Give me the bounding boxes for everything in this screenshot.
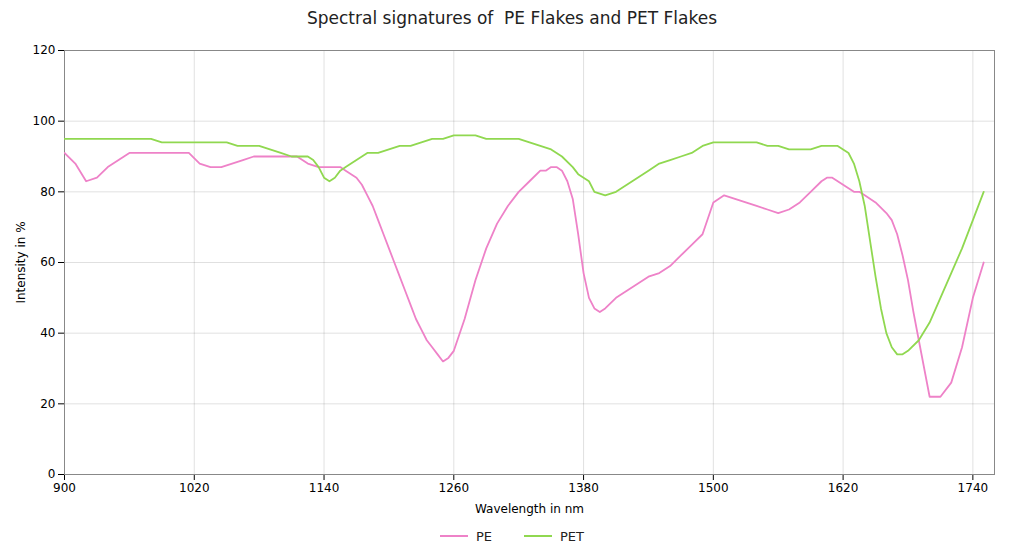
svg-text:1380: 1380 <box>568 481 599 495</box>
svg-text:80: 80 <box>40 185 55 199</box>
html-text:Spectral signatures of PE Flak: Spectral signatures of PE Flakes and PET… <box>307 8 717 28</box>
svg-text:0: 0 <box>48 467 56 481</box>
svg-text:1740: 1740 <box>958 481 989 495</box>
svg-text:40: 40 <box>40 326 55 340</box>
svg-text:1260: 1260 <box>439 481 470 495</box>
svg-text:20: 20 <box>40 397 55 411</box>
svg-text:Intensity in %: Intensity in % <box>14 221 28 303</box>
svg-text:60: 60 <box>40 255 55 269</box>
html-text:PE: PE <box>476 528 492 544</box>
svg-text:120: 120 <box>33 43 56 57</box>
svg-text:Wavelength in nm: Wavelength in nm <box>475 502 584 516</box>
svg-text:100: 100 <box>33 114 56 128</box>
svg-text:1620: 1620 <box>828 481 859 495</box>
svg-text:1020: 1020 <box>179 481 210 495</box>
svg-text:1140: 1140 <box>309 481 340 495</box>
svg-text:1500: 1500 <box>698 481 729 495</box>
svg-text:900: 900 <box>53 481 76 495</box>
html-text:PET: PET <box>560 528 584 544</box>
